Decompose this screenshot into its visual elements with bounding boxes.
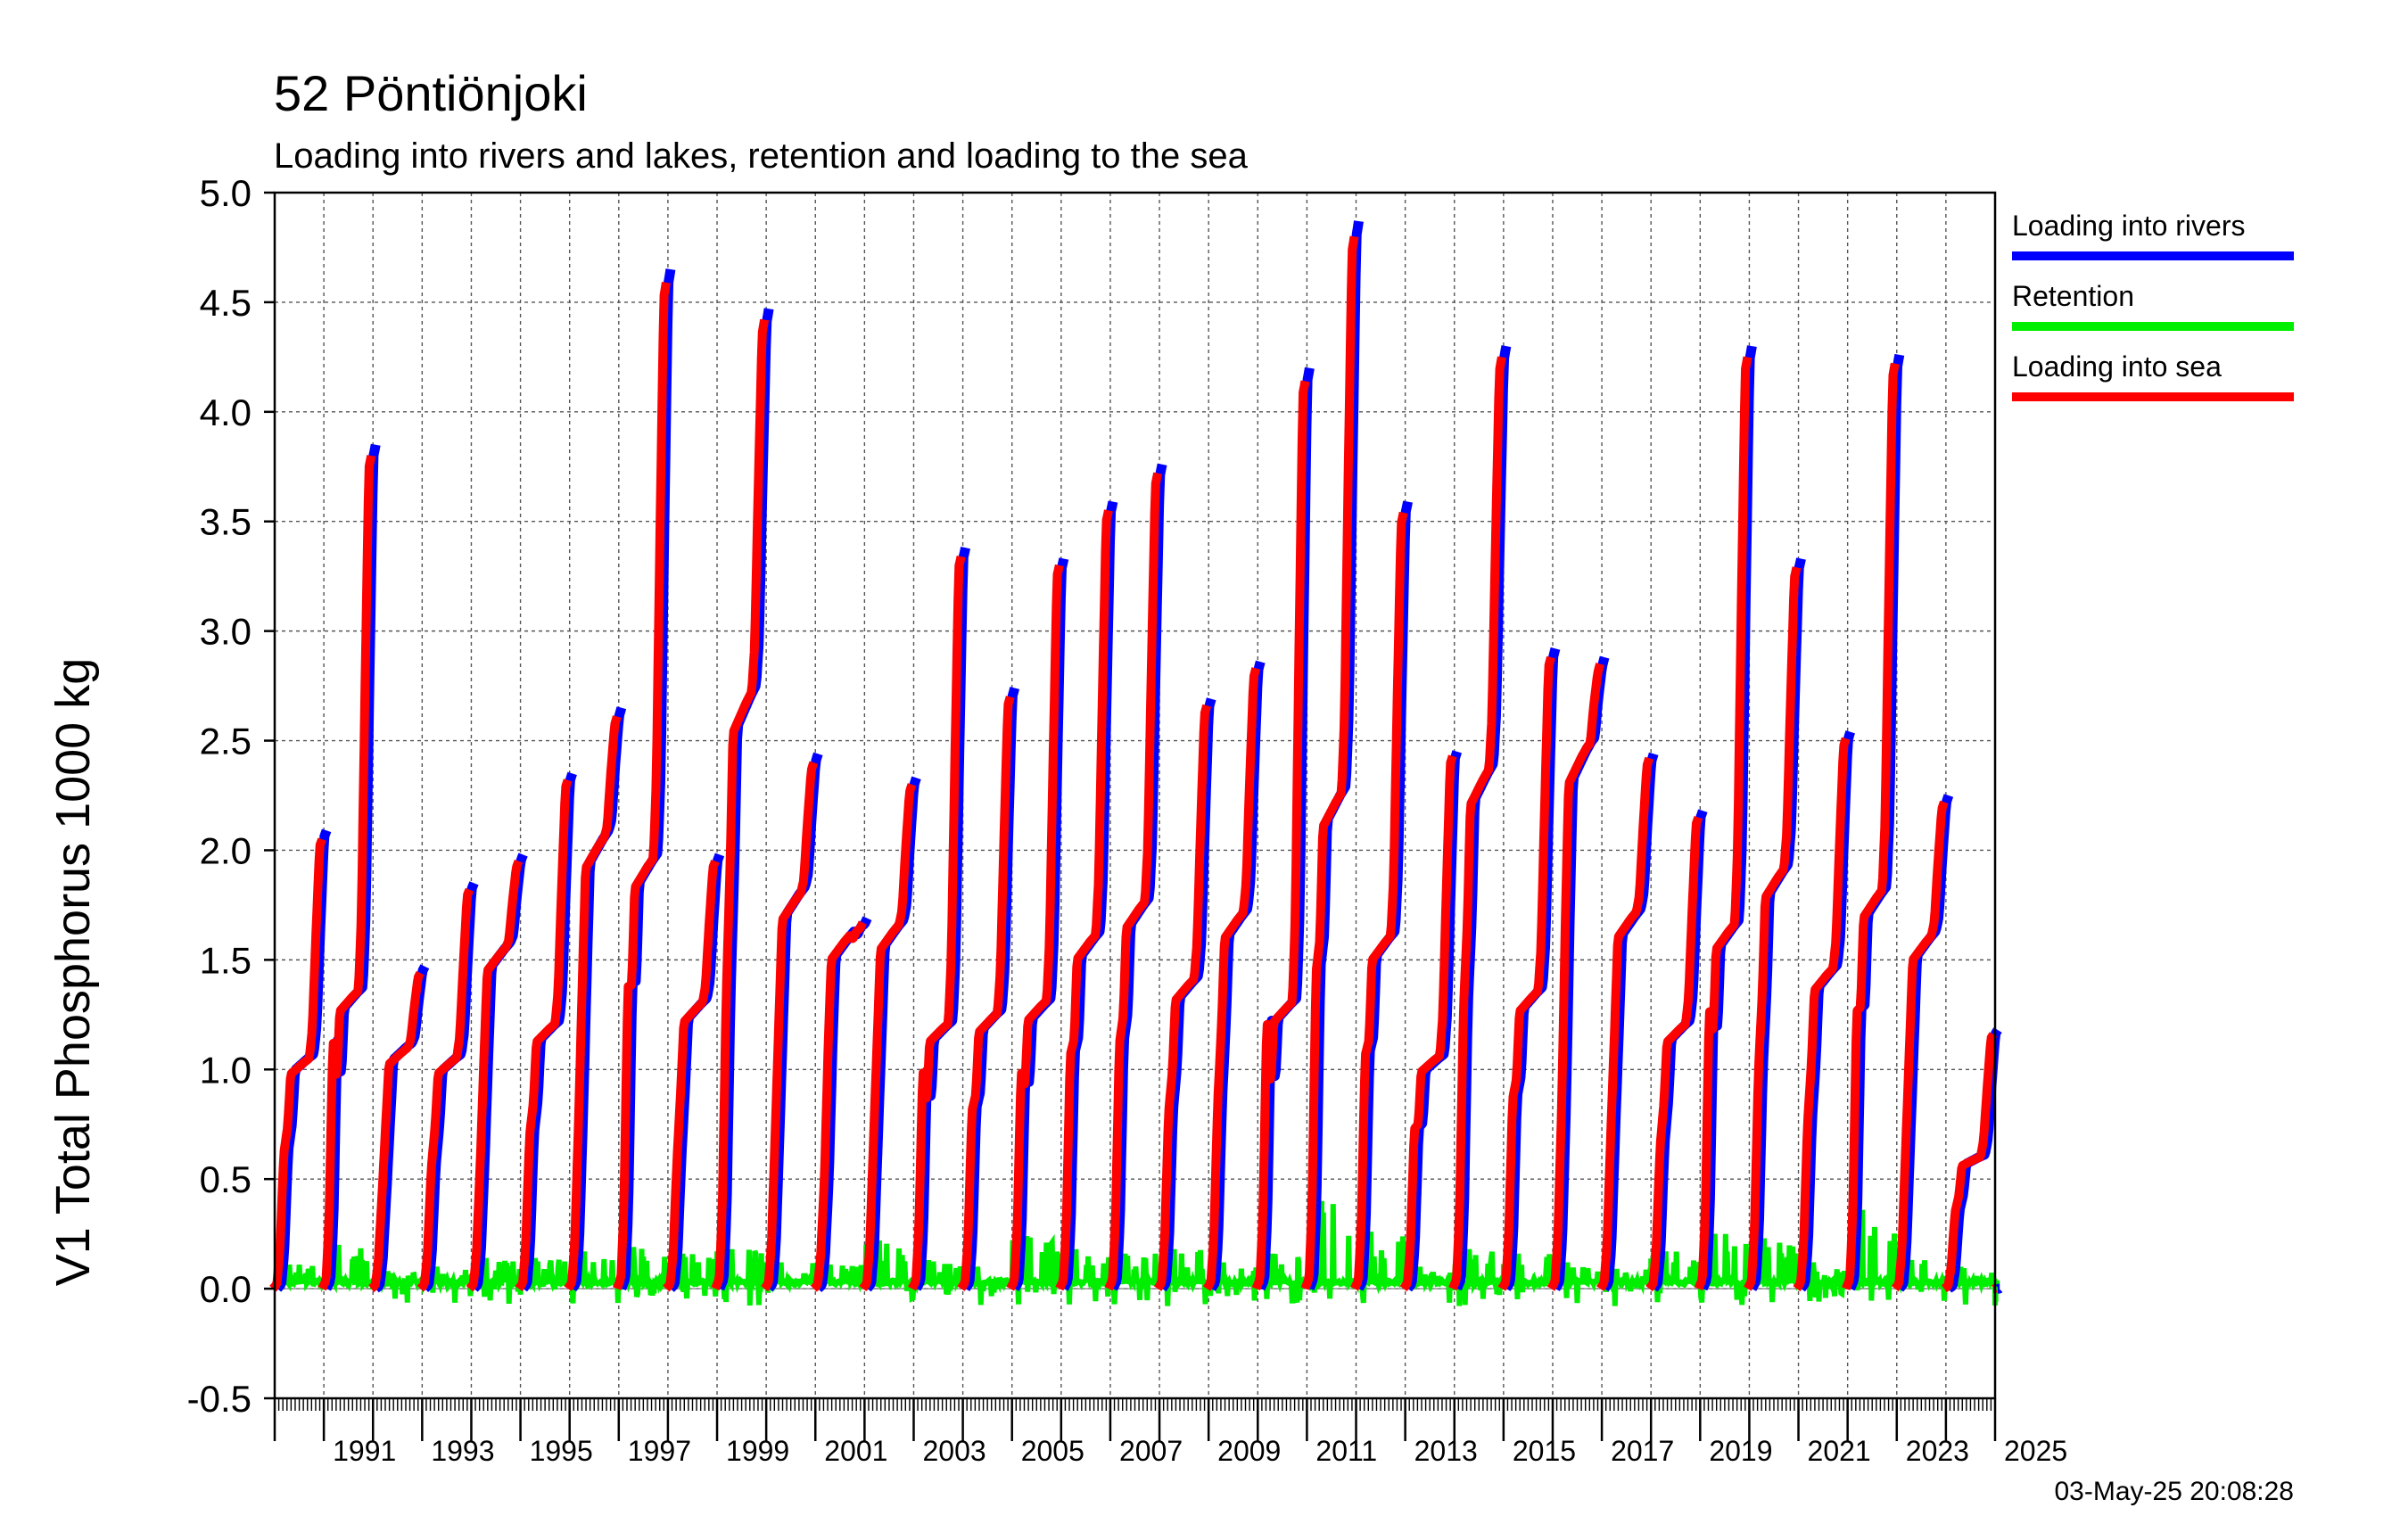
y-tick-label: 2.0 [200,829,252,871]
legend-entry-label: Loading into rivers [2012,210,2245,242]
x-tick-label: 2013 [1414,1435,1478,1467]
legend-entry-label: Retention [2012,280,2134,312]
y-tick-label: 3.5 [200,501,252,543]
legend-entry-label: Loading into sea [2012,350,2222,383]
x-tick-label: 1997 [628,1435,691,1467]
x-tick-label: 2011 [1315,1435,1377,1467]
x-tick-label: 2001 [824,1435,887,1467]
y-tick-label: 1.5 [200,939,252,981]
x-tick-label: 2015 [1513,1435,1576,1467]
plot-area [269,220,2005,1306]
x-tick-label: 2007 [1119,1435,1183,1467]
y-tick-label: 5.0 [200,172,252,214]
y-tick-label: 0.5 [200,1158,252,1200]
x-tick-label: 2003 [922,1435,985,1467]
x-tick-label: 1995 [530,1435,593,1467]
x-tick-label: 2023 [1906,1435,1969,1467]
y-tick-label: 3.0 [200,611,252,653]
x-tick-label: 2005 [1021,1435,1084,1467]
y-tick-label: 0.0 [200,1268,252,1310]
chart-title: 52 Pöntiönjoki [274,65,588,121]
chart-subtitle: Loading into rivers and lakes, retention… [274,136,1249,176]
series-loading-into-sea [269,235,2000,1294]
x-tick-label: 2017 [1611,1435,1674,1467]
y-axis-label: V1 Total Phosphorus 1000 kg [46,658,100,1287]
x-tick-label: 1993 [431,1435,494,1467]
x-tick-label: 1991 [333,1435,396,1467]
x-tick-label: 2009 [1217,1435,1281,1467]
x-tick-label: 2019 [1709,1435,1772,1467]
y-tick-label: -0.5 [187,1378,252,1420]
x-tick-label: 2025 [2004,1435,2067,1467]
axes: -0.5 0.0 0.5 1.0 1.5 2.0 2.5 3.0 3.5 4.0 4.5 5.0 199… [187,172,2068,1467]
x-tick-label: 2021 [1808,1435,1871,1467]
legend: Loading into rivers Retention Loading into… [2012,210,2294,401]
y-tick-label: 4.0 [200,391,252,433]
timestamp: 03-May-25 20:08:28 [2054,1477,2294,1506]
y-tick-label: 2.5 [200,721,252,762]
y-tick-label: 4.5 [200,282,252,324]
x-tick-label: 1999 [726,1435,789,1467]
y-tick-label: 1.0 [200,1049,252,1091]
